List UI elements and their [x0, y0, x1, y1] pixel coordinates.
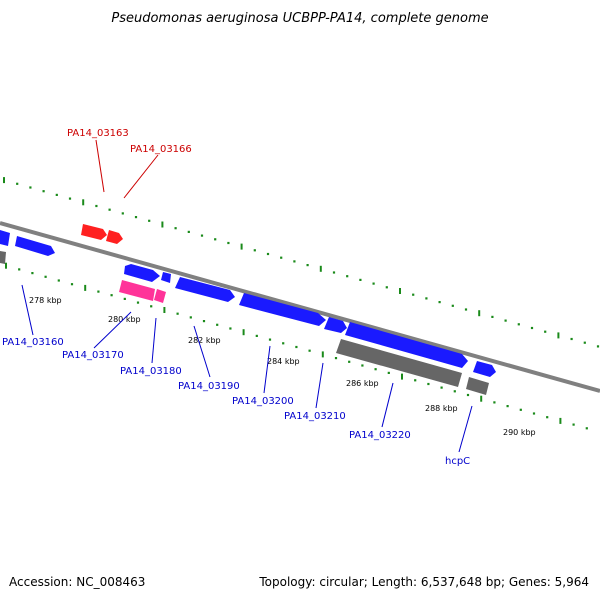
leader-line-pa14-03160 [21, 284, 34, 336]
kbp-label: 284 kbp [267, 357, 300, 366]
kbp-label: 290 kbp [503, 428, 536, 437]
genome-backbone [0, 221, 600, 393]
leader-line-hcpc [458, 405, 473, 453]
gene-label-pa14-03160[interactable]: PA14_03160 [2, 337, 64, 348]
gene-feature-pink-2[interactable] [154, 289, 166, 303]
gene-feature-gray-1[interactable] [336, 339, 462, 387]
leader-line-pa14-03200 [263, 345, 271, 394]
gene-label-pa14-03180[interactable]: PA14_03180 [120, 366, 182, 377]
gene-label-pa14-03210[interactable]: PA14_03210 [284, 411, 346, 422]
gene-feature-gray-2[interactable] [466, 377, 489, 395]
gene-label-pa14-03190[interactable]: PA14_03190 [178, 381, 240, 392]
outer-tick-track [3, 177, 600, 348]
gene-label-pa14-03163[interactable]: PA14_03163 [67, 128, 129, 139]
leader-line-pa14-03166 [123, 154, 159, 199]
gene-feature-pa14-03200[interactable] [239, 293, 326, 326]
leader-line-pa14-03220 [381, 382, 394, 428]
gene-label-pa14-03200[interactable]: PA14_03200 [232, 396, 294, 407]
gene-label-pa14-03220[interactable]: PA14_03220 [349, 430, 411, 441]
gene-feature-left-gray[interactable] [0, 251, 6, 264]
gene-feature-pa14-03163[interactable] [81, 224, 107, 240]
leader-line-pa14-03163 [95, 139, 105, 193]
gene-feature-pa14-03166[interactable] [106, 230, 123, 244]
map-title: Pseudomonas aeruginosa UCBPP-PA14, compl… [111, 11, 488, 26]
gene-feature-hcpc[interactable] [473, 361, 496, 377]
gene-feature-left-1[interactable] [0, 230, 10, 246]
gene-label-pa14-03166[interactable]: PA14_03166 [130, 144, 192, 155]
gene-feature-pa14-03170[interactable] [124, 264, 160, 282]
gene-feature-pa14-03180[interactable] [161, 272, 171, 283]
topology-text: Topology: circular; Length: 6,537,648 bp… [258, 575, 589, 589]
kbp-label: 280 kbp [108, 315, 141, 324]
kbp-label: 278 kbp [29, 296, 62, 305]
kbp-label: 288 kbp [425, 404, 458, 413]
kbp-label: 286 kbp [346, 379, 379, 388]
gene-label-pa14-03170[interactable]: PA14_03170 [62, 350, 124, 361]
gene-feature-pa14-03220[interactable] [345, 322, 468, 368]
leader-line-pa14-03170 [93, 311, 132, 349]
leader-line-pa14-03180 [151, 317, 157, 364]
kbp-label: 282 kbp [188, 336, 221, 345]
gene-feature-left-2[interactable] [15, 236, 55, 256]
accession-text: Accession: NC_008463 [9, 575, 145, 589]
gene-label-hcpc[interactable]: hcpC [445, 456, 470, 467]
kbp-labels: 278 kbp 280 kbp 282 kbp 284 kbp 286 kbp … [29, 296, 536, 437]
leader-line-pa14-03190 [193, 325, 211, 378]
leader-line-pa14-03210 [315, 362, 324, 409]
gene-feature-pa14-03210[interactable] [324, 317, 347, 333]
gene-feature-pink-1[interactable] [119, 280, 155, 301]
inner-tick-track [5, 262, 588, 430]
gene-feature-pa14-03190[interactable] [175, 277, 235, 302]
